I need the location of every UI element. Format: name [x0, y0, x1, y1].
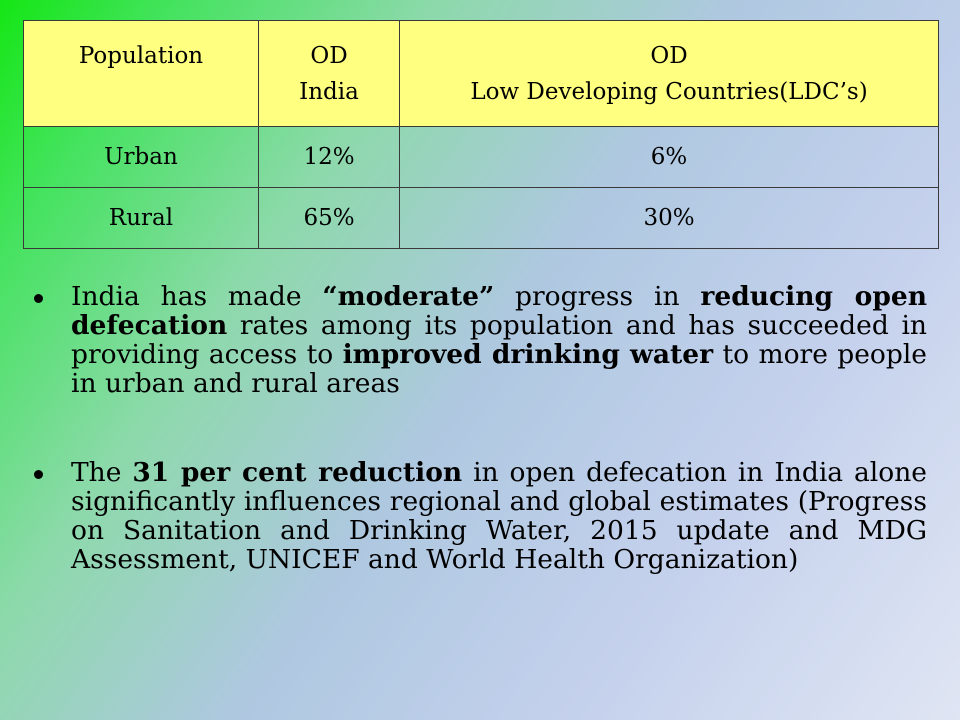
table-row-urban: Urban 12% 6% [23, 126, 939, 188]
bullet-dot-icon [34, 294, 43, 303]
bullet-item: India has made “moderate” progress in re… [32, 282, 927, 398]
table-row-rural: Rural 65% 30% [23, 187, 939, 249]
header-od-india-line1: OD [310, 42, 348, 69]
cell-population: Rural [23, 187, 259, 249]
bullet-list: India has made “moderate” progress in re… [32, 282, 927, 574]
cell-od-india: 65% [258, 187, 400, 249]
bullet-dot-icon [34, 470, 43, 479]
header-od-ldc-line2: Low Developing Countries(LDC’s) [470, 78, 868, 105]
cell-population: Urban [23, 126, 259, 188]
od-comparison-table: Population OD India OD Low Developing Co… [23, 20, 939, 249]
cell-od-india: 12% [258, 126, 400, 188]
bullet-item: The 31 per cent reduction in open defeca… [32, 458, 927, 574]
cell-od-ldc: 30% [399, 187, 939, 249]
header-od-india-line2: India [299, 78, 359, 105]
bullet-text: The 31 per cent reduction in open defeca… [71, 457, 927, 575]
table-header-row: Population OD India OD Low Developing Co… [23, 20, 939, 127]
header-od-ldc: OD Low Developing Countries(LDC’s) [399, 20, 939, 127]
bullet-text: India has made “moderate” progress in re… [71, 281, 927, 399]
cell-od-ldc: 6% [399, 126, 939, 188]
header-population: Population [23, 20, 259, 127]
header-od-india: OD India [258, 20, 400, 127]
header-od-ldc-line1: OD [650, 42, 688, 69]
